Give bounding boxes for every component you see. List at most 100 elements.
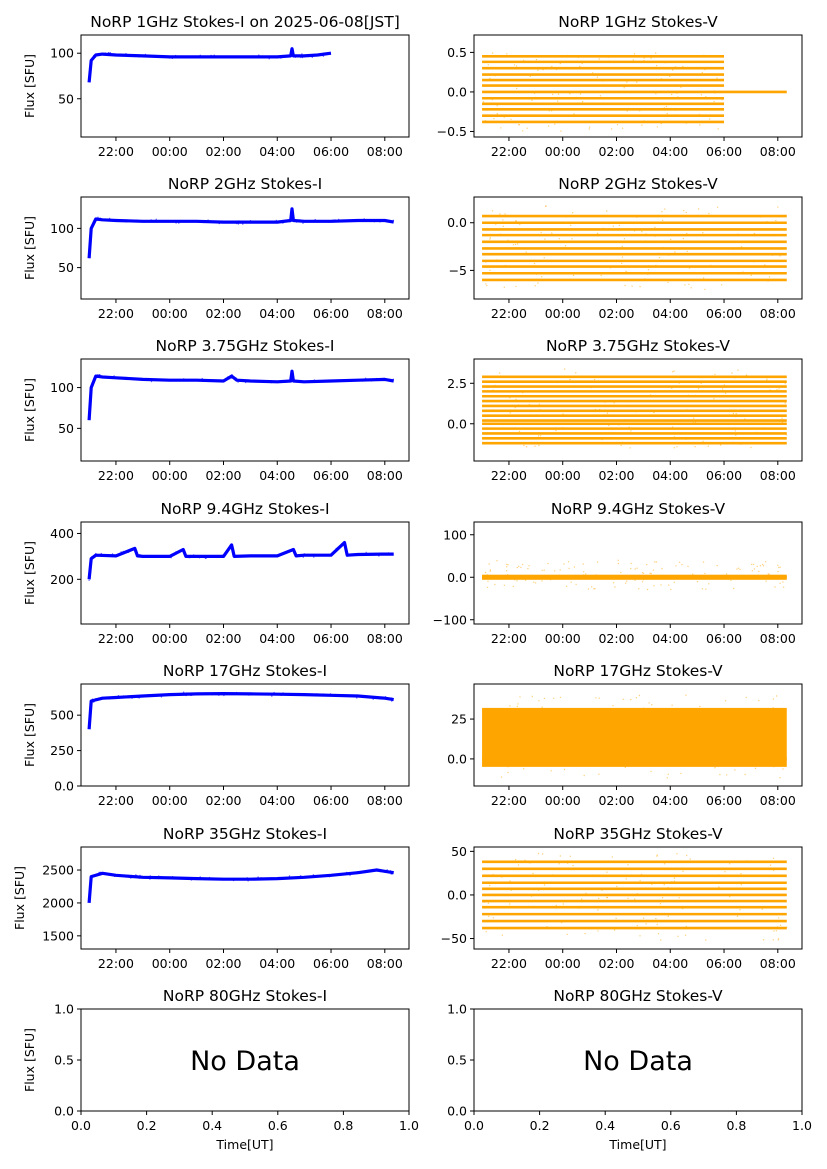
scatter-point (773, 766, 775, 768)
scatter-point (264, 878, 266, 880)
scatter-point (541, 706, 543, 708)
scatter-point (504, 574, 506, 577)
scatter-point (163, 378, 165, 380)
scatter-point (606, 272, 608, 274)
scatter-point (621, 256, 624, 258)
scatter-point (288, 875, 291, 877)
y-tick-label: 0.0 (447, 751, 467, 766)
scatter-point (89, 403, 91, 405)
scatter-point (490, 894, 493, 896)
scatter-point (168, 57, 170, 59)
scatter-point (99, 374, 101, 376)
scatter-point (487, 78, 489, 81)
scatter-point (612, 582, 615, 584)
scatter-point (93, 701, 95, 703)
scatter-point (503, 116, 505, 118)
y-tick-label: 0.5 (447, 45, 467, 60)
scatter-point (651, 883, 653, 886)
scatter-point (551, 574, 553, 577)
scatter-point (661, 764, 664, 766)
scatter-point (775, 728, 777, 731)
scatter-point (738, 254, 740, 256)
scatter-point (531, 747, 534, 750)
y-tick-label: 400 (50, 526, 74, 541)
scatter-point (583, 906, 585, 908)
scatter-point (685, 694, 687, 696)
scatter-point (547, 562, 549, 565)
scatter-point (519, 223, 521, 226)
scatter-point (389, 553, 392, 555)
scatter-point (345, 550, 347, 552)
scatter-point (776, 926, 779, 928)
scatter-point (484, 241, 486, 243)
x-tick-label: 08:00 (367, 468, 403, 483)
scatter-point (675, 565, 677, 567)
scatter-point (603, 888, 606, 890)
scatter-point (718, 423, 720, 425)
scatter-point (741, 415, 743, 418)
scatter-point (764, 264, 766, 266)
scatter-point (774, 586, 776, 588)
scatter-point (93, 219, 95, 222)
scatter-point (509, 412, 511, 414)
scatter-point (95, 376, 98, 378)
scatter-point (325, 220, 328, 222)
scatter-point (551, 232, 553, 234)
scatter-point (579, 65, 581, 68)
scatter-point (664, 62, 666, 64)
scatter-point (153, 55, 156, 58)
scatter-point (654, 415, 656, 417)
scatter-point (509, 880, 511, 882)
scatter-point (524, 723, 526, 725)
scatter-point (661, 897, 664, 899)
scatter-point (534, 445, 536, 447)
scatter-point (735, 416, 737, 418)
scatter-point (345, 548, 347, 551)
scatter-point (98, 219, 101, 221)
series-line (87, 868, 394, 904)
scatter-point (601, 234, 603, 236)
scatter-point (491, 210, 494, 212)
scatter-point (677, 935, 679, 937)
scatter-point (506, 53, 508, 55)
x-tick-label: 06:00 (706, 956, 742, 971)
scatter-point (383, 870, 385, 872)
x-tick-label: 04:00 (652, 631, 688, 646)
scatter-point (487, 902, 490, 904)
scatter-point (660, 122, 662, 125)
scatter-point (703, 277, 705, 279)
scatter-point (321, 381, 323, 383)
scatter-point (142, 54, 144, 57)
x-tick-label: 08:00 (760, 468, 796, 483)
scatter-point (520, 746, 523, 749)
x-tick-label: 02:00 (598, 793, 634, 808)
scatter-point (491, 98, 494, 101)
scatter-point (593, 743, 596, 745)
scatter-point (714, 92, 716, 94)
scatter-point (564, 368, 566, 370)
scatter-point (759, 216, 762, 218)
x-tick-label: 08:00 (367, 144, 403, 159)
y-tick-label: 0.5 (54, 1053, 74, 1068)
scatter-point (530, 874, 532, 877)
panel-title: NoRP 17GHz Stokes-V (553, 662, 723, 680)
scatter-point (598, 697, 600, 699)
scatter-point (777, 206, 779, 208)
scatter-point (577, 265, 579, 267)
scatter-point (657, 575, 659, 578)
y-axis-label: Flux [SFU] (22, 1028, 37, 1092)
scatter-point (782, 581, 784, 583)
scatter-point (671, 704, 673, 706)
scatter-point (582, 563, 584, 565)
scatter-point (301, 56, 304, 59)
scatter-point (514, 243, 517, 246)
x-tick-label: 06:00 (706, 631, 742, 646)
scatter-point (612, 225, 614, 227)
y-tick-label: 0.0 (447, 84, 467, 99)
data-layer (87, 207, 395, 259)
scatter-point (515, 719, 518, 721)
scatter-point (303, 553, 305, 556)
scatter-point (334, 693, 336, 696)
scatter-point (781, 421, 784, 423)
scatter-point (748, 710, 750, 712)
